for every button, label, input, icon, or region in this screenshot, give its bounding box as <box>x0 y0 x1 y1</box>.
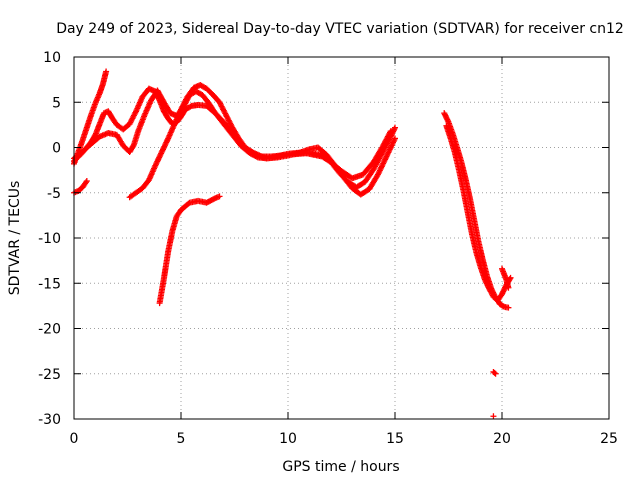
y-axis-label: SDTVAR / TECUs <box>7 181 23 296</box>
data-point <box>83 177 90 184</box>
chart-title: Day 249 of 2023, Sidereal Day-to-day VTE… <box>56 21 624 37</box>
y-tick-label: 0 <box>52 141 61 157</box>
data-point <box>505 284 512 291</box>
grid-lines <box>74 57 609 419</box>
series-track-i <box>490 265 512 377</box>
y-tick-label: -25 <box>38 367 61 383</box>
y-tick-label: -10 <box>38 231 61 247</box>
x-tick-label: 20 <box>493 431 511 447</box>
series-track-d <box>71 177 90 196</box>
y-tick-label: 5 <box>52 95 61 111</box>
data-point <box>490 413 497 420</box>
data-point <box>491 369 498 376</box>
x-tick-label: 25 <box>600 431 618 447</box>
axis-ticks <box>73 56 610 420</box>
x-tick-labels: 0 5 10 15 20 25 <box>70 431 618 447</box>
x-tick-label: 5 <box>177 431 186 447</box>
series-track-j <box>490 413 497 420</box>
data-point <box>392 135 398 142</box>
x-tick-label: 15 <box>386 431 404 447</box>
x-tick-label: 10 <box>279 431 297 447</box>
y-tick-label: -30 <box>38 412 61 428</box>
data-point <box>505 304 512 311</box>
series-track-f <box>156 193 223 307</box>
series-track-c <box>71 87 398 198</box>
series-track-h <box>443 122 514 304</box>
data-point <box>492 370 499 377</box>
y-tick-label: -5 <box>47 186 61 202</box>
y-tick-label: -15 <box>38 276 61 292</box>
x-tick-label: 0 <box>70 431 79 447</box>
data-point <box>130 142 137 149</box>
data-marks <box>71 68 514 420</box>
data-point <box>103 68 110 75</box>
y-tick-label: 10 <box>43 50 61 66</box>
series-track-e <box>126 82 394 201</box>
data-point <box>82 179 89 186</box>
y-tick-labels: 10 5 0 -5 -10 -15 -20 -25 -30 <box>38 50 61 428</box>
y-tick-label: -20 <box>38 322 61 338</box>
data-point <box>387 128 394 135</box>
data-point <box>392 124 398 131</box>
x-axis-label: GPS time / hours <box>282 459 399 475</box>
data-point <box>216 193 223 200</box>
